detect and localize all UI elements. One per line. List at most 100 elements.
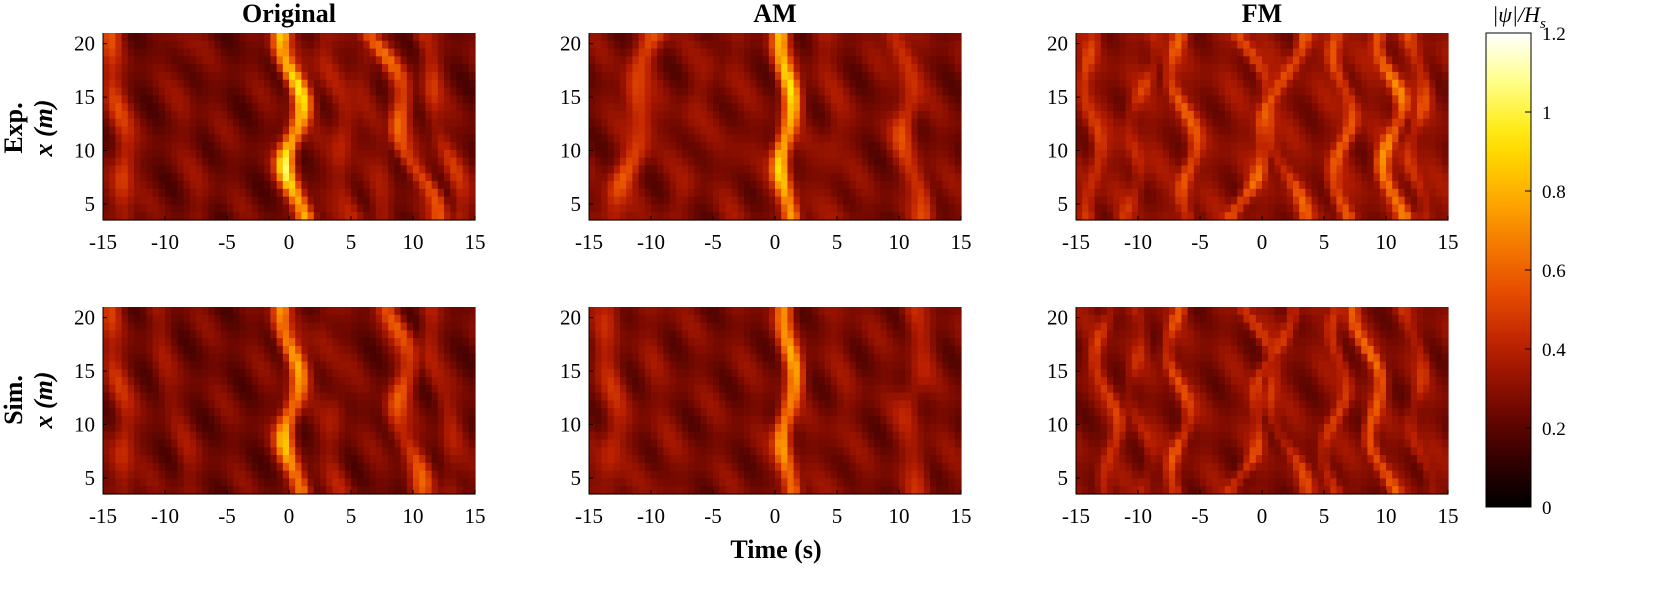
heatmap-cell <box>855 56 863 65</box>
heatmap-cell <box>258 212 265 221</box>
heatmap-cell <box>1386 33 1393 42</box>
heatmap-cell <box>1100 173 1108 182</box>
heatmap-cell <box>289 103 296 112</box>
heatmap-cell <box>1255 181 1263 190</box>
heatmap-cell <box>282 40 290 50</box>
heatmap-cell <box>1392 40 1399 50</box>
heatmap-cell <box>818 79 826 89</box>
heatmap-cell <box>382 118 389 128</box>
heatmap-cell <box>781 33 788 42</box>
heatmap-cell <box>177 165 185 174</box>
heatmap-cell <box>806 212 813 221</box>
heatmap-cell <box>1082 126 1089 135</box>
heatmap-cell <box>313 142 321 151</box>
heatmap-cell <box>1268 56 1275 65</box>
heatmap-cell <box>388 118 395 128</box>
heatmap-cell <box>700 40 708 50</box>
heatmap-cell <box>431 56 439 65</box>
heatmap-cell <box>313 40 321 50</box>
heatmap-cell <box>1175 56 1182 65</box>
heatmap-cell <box>892 87 900 96</box>
heatmap-cell <box>251 188 259 198</box>
heatmap-cell <box>258 157 265 167</box>
heatmap-cell <box>1206 79 1213 89</box>
heatmap-cell <box>657 118 664 128</box>
heatmap-cell <box>450 87 457 96</box>
heatmap-cell <box>450 149 457 159</box>
heatmap-cell <box>227 149 234 159</box>
heatmap-cell <box>239 95 247 104</box>
heatmap-cell <box>189 307 197 316</box>
heatmap-cell <box>868 181 875 190</box>
heatmap-cell <box>744 71 751 81</box>
heatmap-cell <box>1162 157 1170 167</box>
heatmap-cell <box>1324 79 1331 89</box>
heatmap-cell <box>270 377 278 386</box>
heatmap-cell <box>632 181 640 190</box>
heatmap-cell <box>651 212 658 221</box>
heatmap-cell <box>812 157 819 167</box>
heatmap-cell <box>1274 118 1282 128</box>
x-tick-label: -10 <box>1124 230 1152 254</box>
heatmap-cell <box>688 103 695 112</box>
heatmap-cell <box>1150 142 1158 151</box>
heatmap-cell <box>375 40 383 50</box>
heatmap-cell <box>171 307 178 316</box>
heatmap-cell <box>437 142 445 151</box>
heatmap-cell <box>332 71 340 81</box>
heatmap-cell <box>140 338 147 347</box>
heatmap-cell <box>127 71 135 81</box>
heatmap-cell <box>830 181 838 190</box>
heatmap-cell <box>115 196 123 206</box>
heatmap-cell <box>444 157 451 167</box>
heatmap-cell <box>245 353 253 363</box>
heatmap-cell <box>942 56 950 65</box>
heatmap-cell <box>1144 87 1151 96</box>
heatmap-cell <box>638 204 646 213</box>
heatmap-cell <box>682 118 689 128</box>
heatmap-cell <box>1299 212 1306 221</box>
heatmap-cell <box>1231 79 1238 89</box>
heatmap-cell <box>282 103 290 112</box>
heatmap-cell <box>413 142 420 151</box>
heatmap-cell <box>669 71 677 81</box>
heatmap-cell <box>189 330 197 339</box>
heatmap-cell <box>1373 79 1381 89</box>
heatmap-cell <box>351 353 358 363</box>
heatmap-cell <box>688 165 695 174</box>
heatmap-cell <box>1404 95 1412 104</box>
heatmap-cell <box>444 173 451 182</box>
heatmap-cell <box>651 33 658 42</box>
heatmap-cell <box>620 181 627 190</box>
heatmap-cell <box>419 126 426 135</box>
heatmap-cell <box>942 71 950 81</box>
heatmap-cell <box>245 188 253 198</box>
heatmap-cell <box>388 307 395 316</box>
heatmap-cell <box>1162 173 1170 182</box>
heatmap-cell <box>140 118 147 128</box>
heatmap-cell <box>462 110 470 120</box>
heatmap-cell <box>214 64 222 73</box>
heatmap-cell <box>806 103 813 112</box>
heatmap-cell <box>462 157 470 167</box>
heatmap-cell <box>849 181 857 190</box>
heatmap-cell <box>375 95 383 104</box>
heatmap-cell <box>375 126 383 135</box>
heatmap-cell <box>669 64 677 73</box>
heatmap-cell <box>855 110 863 120</box>
heatmap-cell <box>886 64 894 73</box>
heatmap-cell <box>768 79 776 89</box>
heatmap-cell <box>762 157 770 167</box>
heatmap-cell <box>1193 173 1201 182</box>
heatmap-cell <box>607 173 615 182</box>
heatmap-cell <box>258 314 265 324</box>
heatmap-cell <box>313 353 321 363</box>
heatmap-cell <box>1330 196 1337 206</box>
heatmap-cell <box>830 33 838 42</box>
heatmap-cell <box>626 126 633 135</box>
heatmap-cell <box>1441 64 1449 73</box>
heatmap-cell <box>282 330 290 339</box>
heatmap-cell <box>713 196 720 206</box>
heatmap-cell <box>905 134 912 143</box>
heatmap-cell <box>911 134 919 143</box>
